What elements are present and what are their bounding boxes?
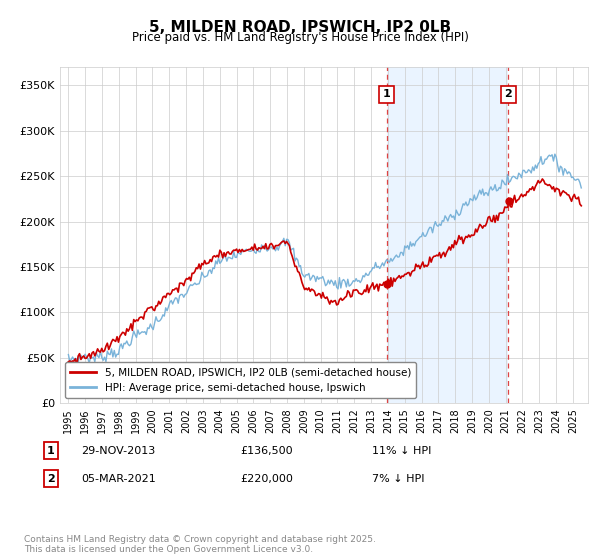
Text: Price paid vs. HM Land Registry's House Price Index (HPI): Price paid vs. HM Land Registry's House …: [131, 31, 469, 44]
Text: 11% ↓ HPI: 11% ↓ HPI: [372, 446, 431, 456]
Legend: 5, MILDEN ROAD, IPSWICH, IP2 0LB (semi-detached house), HPI: Average price, semi: 5, MILDEN ROAD, IPSWICH, IP2 0LB (semi-d…: [65, 362, 416, 398]
Text: £136,500: £136,500: [240, 446, 293, 456]
Text: 1: 1: [383, 90, 391, 100]
Text: 29-NOV-2013: 29-NOV-2013: [81, 446, 155, 456]
Text: 5, MILDEN ROAD, IPSWICH, IP2 0LB: 5, MILDEN ROAD, IPSWICH, IP2 0LB: [149, 20, 451, 35]
Text: £220,000: £220,000: [240, 474, 293, 484]
Text: 2: 2: [505, 90, 512, 100]
Text: 2: 2: [47, 474, 55, 484]
Bar: [386, 67, 508, 403]
Text: 05-MAR-2021: 05-MAR-2021: [81, 474, 156, 484]
Text: Contains HM Land Registry data © Crown copyright and database right 2025.
This d: Contains HM Land Registry data © Crown c…: [24, 535, 376, 554]
Text: 7% ↓ HPI: 7% ↓ HPI: [372, 474, 425, 484]
Text: 1: 1: [47, 446, 55, 456]
